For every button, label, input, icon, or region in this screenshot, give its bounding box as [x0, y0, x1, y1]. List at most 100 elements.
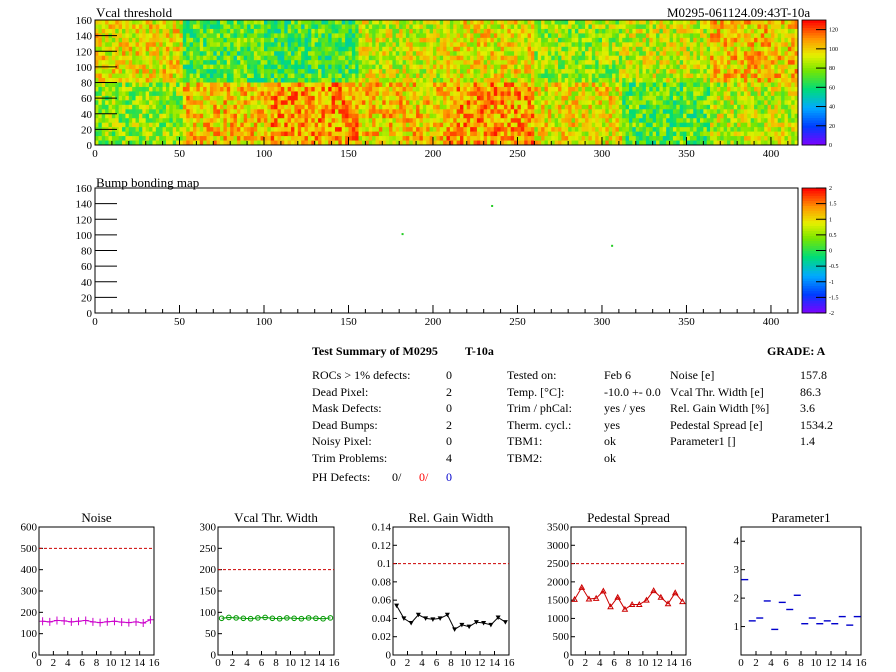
vcal-pixel-cell [172, 69, 177, 74]
vcal-pixel-cell [426, 118, 430, 123]
vcal-pixel-cell [324, 113, 329, 119]
vcal-pixel-cell [537, 60, 542, 65]
vcal-pixel-cell [247, 131, 251, 137]
vcal-pixel-cell [152, 46, 157, 52]
vcal-pixel-cell [399, 46, 403, 52]
vcal-pixel-cell [480, 24, 484, 30]
vcal-pixel-cell [629, 37, 633, 43]
vcal-pixel-cell [470, 127, 474, 132]
vcal-pixel-cell [345, 140, 349, 146]
vcal-pixel-cell [260, 118, 265, 123]
vcal-pixel-cell [612, 55, 616, 61]
vcal-pixel-cell [111, 55, 116, 61]
vcal-pixel-cell [318, 73, 322, 79]
vcal-pixel-cell [470, 46, 474, 52]
vcal-pixel-cell [118, 64, 123, 70]
vcal-pixel-cell [541, 73, 545, 79]
vcal-pixel-cell [578, 104, 582, 110]
vcal-pixel-cell [618, 46, 623, 52]
vcal-pixel-cell [571, 69, 576, 74]
vcal-pixel-cell [111, 69, 116, 74]
vcal-pixel-cell [727, 60, 731, 65]
vcal-pixel-cell [220, 91, 224, 97]
vcal-pixel-cell [355, 28, 359, 34]
vcal-pixel-cell [220, 28, 224, 34]
vcal-pixel-cell [608, 24, 613, 30]
vcal-pixel-cell [345, 127, 349, 132]
vcal-pixel-cell [247, 136, 251, 141]
vcal-pixel-cell [284, 24, 288, 30]
vcal-pixel-cell [230, 131, 234, 137]
vcal-pixel-cell [115, 86, 119, 92]
vcal-pixel-cell [645, 24, 650, 30]
vcal-pixel-cell [578, 82, 582, 88]
vcal-pixel-cell [574, 86, 579, 92]
vcal-pixel-cell [311, 20, 315, 25]
vcal-pixel-cell [206, 113, 211, 119]
vcal-pixel-cell [145, 24, 150, 30]
vcal-pixel-cell [554, 51, 559, 57]
vcal-pixel-cell [571, 122, 576, 128]
vcal-pixel-cell [101, 140, 106, 146]
vcal-pixel-cell [558, 109, 562, 115]
vcal-pixel-cell [784, 64, 789, 70]
vcal-pixel-cell [510, 109, 515, 115]
vcal-pixel-cell [490, 113, 495, 119]
vcal-pixel-cell [558, 33, 562, 39]
vcal-pixel-cell [365, 100, 370, 106]
vcal-pixel-cell [196, 118, 201, 123]
vcal-pixel-cell [787, 33, 792, 39]
vcal-pixel-cell [270, 33, 275, 39]
vcal-pixel-cell [757, 69, 762, 74]
vcal-pixel-cell [723, 55, 728, 61]
vcal-pixel-cell [297, 60, 302, 65]
vcal-pixel-cell [311, 86, 315, 92]
vcal-pixel-cell [605, 78, 610, 83]
vcal-pixel-cell [220, 113, 224, 119]
vcal-pixel-cell [456, 104, 461, 110]
vcal-pixel-cell [449, 104, 454, 110]
vcal-pixel-cell [571, 82, 576, 88]
vcal-pixel-cell [389, 140, 393, 146]
vcal-pixel-cell [672, 42, 677, 48]
vcal-pixel-cell [645, 64, 650, 70]
vcal-pixel-cell [686, 46, 691, 52]
vcal-pixel-cell [601, 20, 606, 25]
vcal-pixel-cell [510, 78, 515, 83]
vcal-pixel-cell [274, 37, 278, 43]
vcal-pixel-cell [213, 95, 217, 101]
vcal-pixel-cell [128, 100, 133, 106]
vcal-pixel-cell [280, 113, 285, 119]
vcal-pixel-cell [209, 118, 214, 123]
vcal-pixel-cell [605, 24, 610, 30]
vcal-pixel-cell [645, 69, 650, 74]
vcal-pixel-cell [142, 122, 146, 128]
vcal-pixel-cell [605, 51, 610, 57]
vcal-pixel-cell [179, 118, 184, 123]
vcal-pixel-cell [105, 28, 109, 34]
vcal-pixel-cell [240, 109, 245, 115]
vcal-pixel-cell [368, 100, 373, 106]
vcal-pixel-cell [220, 95, 224, 101]
vcal-pixel-cell [223, 42, 228, 48]
vcal-pixel-cell [375, 60, 380, 65]
vcal-pixel-cell [676, 73, 681, 79]
vcal-pixel-cell [568, 28, 572, 34]
vcal-pixel-cell [351, 109, 356, 115]
vcal-pixel-cell [656, 37, 660, 43]
vcal-pixel-cell [355, 127, 359, 132]
vcal-pixel-cell [399, 73, 403, 79]
vcal-pixel-cell [720, 73, 724, 79]
vcal-pixel-cell [128, 109, 133, 115]
vcal-pixel-cell [358, 55, 363, 61]
vcal-pixel-cell [348, 78, 353, 83]
vcal-pixel-cell [662, 78, 667, 83]
vcal-pixel-cell [324, 60, 329, 65]
vcal-pixel-cell [500, 113, 505, 119]
vcal-pixel-cell [527, 140, 532, 146]
vcal-pixel-cell [571, 127, 576, 132]
vcal-pixel-cell [372, 20, 376, 25]
vcal-pixel-cell [287, 55, 292, 61]
vcal-pixel-cell [656, 51, 660, 57]
vcal-pixel-cell [321, 86, 326, 92]
